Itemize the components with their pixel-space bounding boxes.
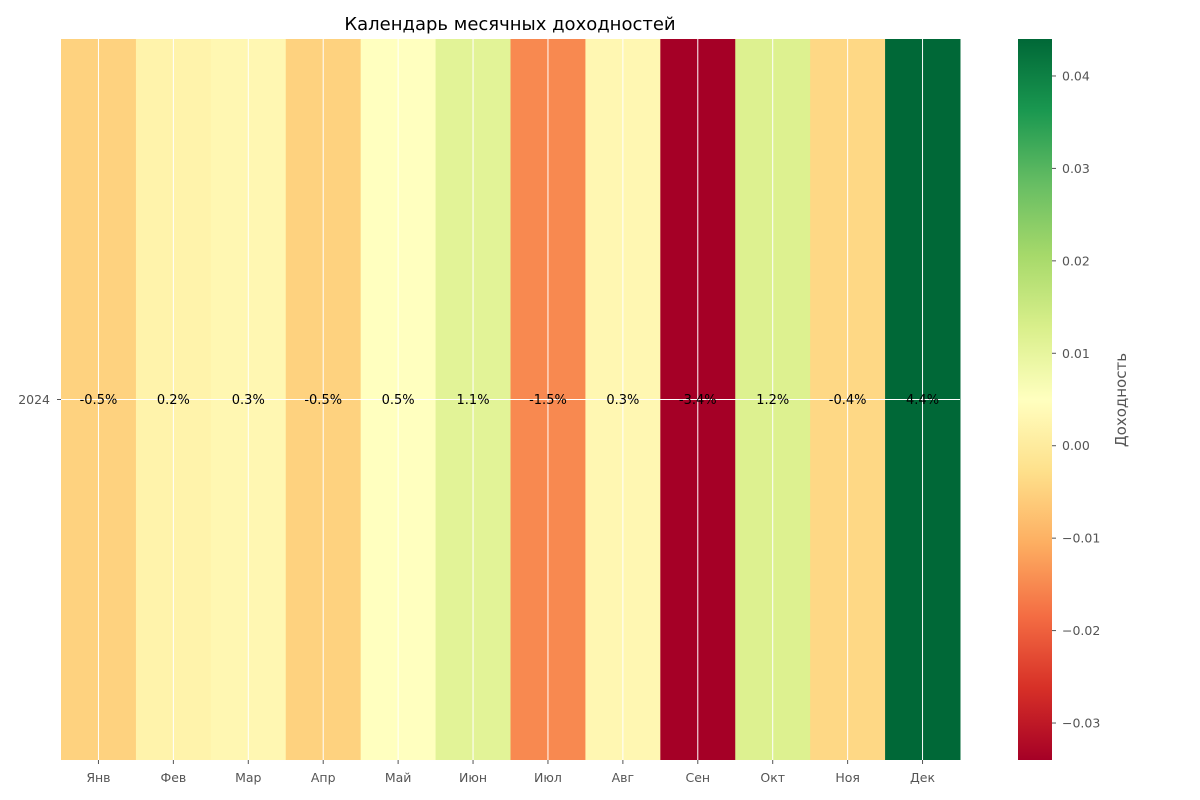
cell-value-label: 1.1% [457,393,490,408]
cell-value-label: 0.5% [382,393,415,408]
x-tick-label: Янв [86,770,110,785]
x-tick-label: Мар [235,770,261,785]
x-tick-label: Авг [612,770,635,785]
x-tick-label: Июн [459,770,487,785]
x-tick-label: Май [385,770,412,785]
cell-value-label: 0.3% [606,393,639,408]
x-tick-label: Сен [685,770,710,785]
x-tick-label: Фев [160,770,186,785]
cell-value-label: 4.4% [906,393,939,408]
y-axis: 2024 [18,392,61,407]
colorbar-label: Доходность [1112,353,1130,447]
y-tick-label: 2024 [18,392,50,407]
cell-value-label: -1.5% [529,393,567,408]
heatmap-cell-labels: -0.5% 0.2% 0.3% -0.5% 0.5% 1.1% -1.5% 0.3% -3.4%… [80,393,939,408]
colorbar-tick-label: 0.00 [1062,438,1090,453]
x-tick-label: Дек [910,770,935,785]
colorbar-tick-label: 0.03 [1062,161,1090,176]
x-tick-label: Июл [534,770,562,785]
cell-value-label: -0.4% [829,393,867,408]
colorbar-tick-label: 0.01 [1062,346,1090,361]
cell-value-label: 0.3% [232,393,265,408]
cell-value-label: 1.2% [756,393,789,408]
colorbar-tick-label: 0.02 [1062,253,1090,268]
x-axis: Янв Фев Мар Апр Май Июн Июл Авг Сен Окт Ноя Дек [86,760,935,785]
heatmap-grid [61,39,960,760]
x-tick-label: Апр [311,770,336,785]
cell-value-label: 0.2% [157,393,190,408]
cell-value-label: -0.5% [80,393,118,408]
colorbar-gradient [1018,39,1052,760]
colorbar-tick-label: 0.04 [1062,68,1090,83]
colorbar-ticks: −0.03 −0.02 −0.01 0.00 0.01 0.02 0.03 0.04 [1052,68,1100,731]
cell-value-label: -3.4% [679,393,717,408]
chart-title: Календарь месячных доходностей [344,14,675,35]
colorbar-tick-label: −0.02 [1062,623,1100,638]
x-tick-label: Окт [760,770,785,785]
colorbar [1018,39,1052,760]
cell-value-label: -0.5% [304,393,342,408]
colorbar-tick-label: −0.03 [1062,716,1100,731]
x-tick-label: Ноя [835,770,860,785]
colorbar-tick-label: −0.01 [1062,531,1100,546]
